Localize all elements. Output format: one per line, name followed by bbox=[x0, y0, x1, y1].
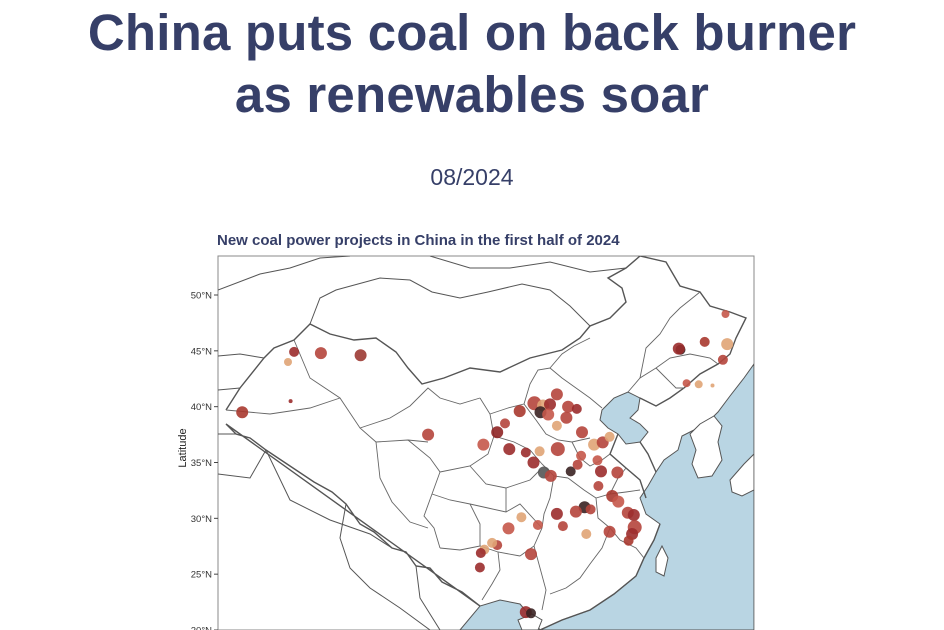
coal-project-point bbox=[694, 380, 703, 389]
coal-project-point bbox=[576, 450, 587, 461]
headline: China puts coal on back burner as renewa… bbox=[0, 2, 944, 126]
coal-project-point bbox=[710, 383, 715, 388]
china-coal-map: 50°N 45°N 40°N 35°N 30°N 25°N 20°N Latitude bbox=[177, 255, 755, 630]
coal-project-point bbox=[627, 509, 640, 521]
coal-project-point bbox=[699, 336, 710, 347]
coal-project-point bbox=[612, 495, 625, 508]
coal-project-point bbox=[422, 428, 435, 441]
land-korea bbox=[689, 415, 723, 479]
headline-line-1: China puts coal on back burner bbox=[87, 4, 857, 61]
latitude-tick-label: 45°N bbox=[191, 346, 212, 357]
border-russia bbox=[218, 256, 627, 291]
coal-project-point bbox=[623, 535, 634, 546]
coal-project-point bbox=[717, 354, 728, 365]
coal-project-point bbox=[592, 455, 603, 466]
land-japan bbox=[729, 453, 754, 497]
coal-project-point bbox=[502, 522, 515, 535]
coal-project-point bbox=[284, 358, 292, 366]
coal-project-point bbox=[550, 388, 563, 401]
coal-project-point bbox=[474, 562, 485, 573]
coal-project-point bbox=[603, 525, 616, 538]
border-south-asia bbox=[265, 449, 441, 630]
coal-project-point bbox=[550, 507, 563, 520]
coal-project-point bbox=[542, 408, 555, 421]
coal-project-point bbox=[550, 442, 565, 457]
coal-project-point bbox=[503, 443, 516, 456]
sea-bohai bbox=[599, 391, 649, 445]
coal-project-point bbox=[513, 405, 526, 418]
island-taiwan bbox=[655, 544, 669, 577]
coal-project-point bbox=[525, 548, 537, 561]
coal-project-point bbox=[572, 459, 583, 470]
map-figure: New coal power projects in China in the … bbox=[170, 228, 770, 630]
publish-date: 08/2024 bbox=[430, 164, 514, 190]
coal-project-point bbox=[585, 504, 596, 515]
coal-project-point bbox=[576, 426, 588, 439]
coal-project-point bbox=[475, 548, 486, 558]
coal-project-point bbox=[581, 529, 592, 539]
coal-project-point bbox=[682, 379, 691, 388]
latitude-tick-label: 20°N bbox=[191, 626, 212, 630]
coal-project-point bbox=[557, 521, 568, 532]
latitude-axis: 50°N 45°N 40°N 35°N 30°N 25°N 20°N bbox=[191, 291, 218, 630]
coal-project-point bbox=[560, 411, 573, 424]
coal-project-point bbox=[551, 420, 562, 431]
coal-project-point bbox=[487, 537, 498, 548]
coal-project-point bbox=[491, 426, 504, 439]
map-title: New coal power projects in China in the … bbox=[217, 232, 620, 249]
latitude-tick-label: 35°N bbox=[191, 458, 212, 469]
coal-project-point bbox=[544, 398, 556, 411]
coal-project-point bbox=[288, 399, 293, 404]
latitude-tick-label: 30°N bbox=[191, 514, 212, 525]
coal-project-point bbox=[520, 447, 531, 458]
coal-project-point bbox=[544, 469, 557, 482]
coal-project-point bbox=[527, 456, 540, 469]
latitude-tick-label: 25°N bbox=[191, 570, 212, 581]
coal-project-point bbox=[721, 338, 734, 351]
coal-project-point bbox=[571, 403, 582, 414]
headline-line-2: as renewables soar bbox=[234, 66, 710, 123]
coal-project-point bbox=[672, 342, 685, 355]
coal-project-point bbox=[354, 349, 367, 362]
coal-project-point bbox=[569, 505, 582, 518]
coal-project-point bbox=[289, 346, 300, 357]
coal-project-point bbox=[516, 512, 527, 523]
coal-project-point bbox=[526, 608, 536, 619]
coal-project-point bbox=[565, 466, 576, 477]
coal-project-point bbox=[611, 466, 624, 479]
latitude-tick-label: 50°N bbox=[191, 291, 212, 302]
coal-project-point bbox=[721, 310, 730, 318]
coal-project-point bbox=[236, 406, 249, 419]
border-central-asia bbox=[218, 353, 267, 479]
coal-project-point bbox=[562, 400, 575, 413]
latitude-axis-label: Latitude bbox=[177, 428, 189, 467]
coal-project-point bbox=[604, 431, 615, 442]
coal-project-point bbox=[534, 446, 545, 457]
coal-project-point bbox=[593, 481, 604, 491]
coal-project-point bbox=[532, 520, 543, 530]
latitude-tick-label: 40°N bbox=[191, 402, 212, 413]
project-points bbox=[236, 310, 734, 619]
coal-project-point bbox=[595, 465, 607, 478]
border-mongolia bbox=[309, 277, 591, 327]
coal-project-point bbox=[314, 347, 327, 360]
coal-project-point bbox=[477, 438, 490, 451]
coal-project-point bbox=[500, 418, 510, 429]
province-borders bbox=[225, 291, 719, 611]
